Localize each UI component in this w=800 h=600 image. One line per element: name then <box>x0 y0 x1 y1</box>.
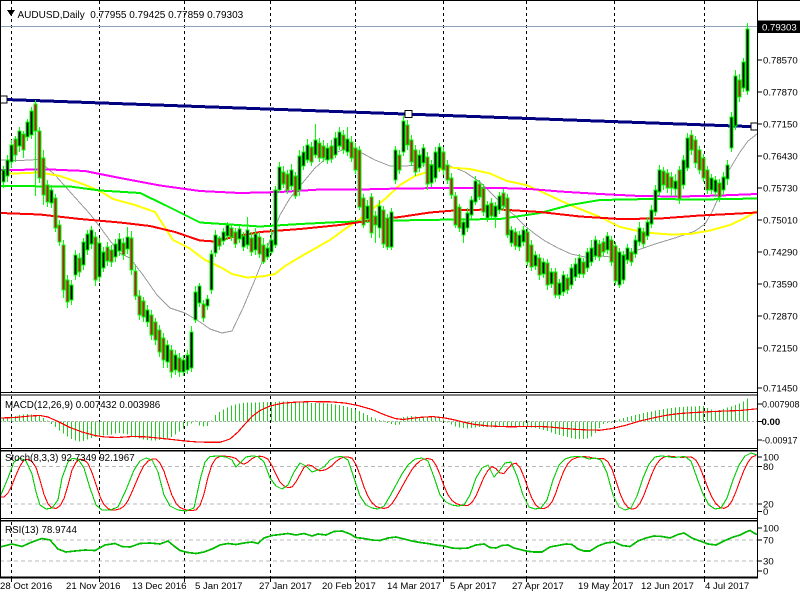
svg-text:28 Oct 2016: 28 Oct 2016 <box>0 581 52 592</box>
svg-text:0: 0 <box>763 507 768 518</box>
svg-text:21 Nov 2016: 21 Nov 2016 <box>66 581 120 592</box>
svg-text:4 Jul 2017: 4 Jul 2017 <box>705 581 749 592</box>
svg-text:80: 80 <box>763 462 774 473</box>
svg-text:0.77150: 0.77150 <box>763 120 798 131</box>
svg-text:MACD(12,26,9) 0.007432 0.00398: MACD(12,26,9) 0.007432 0.003986 <box>5 400 161 411</box>
svg-text:0.00: 0.00 <box>762 417 781 428</box>
svg-text:0.77870: 0.77870 <box>763 88 798 99</box>
svg-text:RSI(13) 78.9744: RSI(13) 78.9744 <box>5 525 77 536</box>
svg-text:0.73590: 0.73590 <box>763 280 798 291</box>
svg-text:0.72870: 0.72870 <box>763 312 798 323</box>
svg-text:5 Jan 2017: 5 Jan 2017 <box>195 581 242 592</box>
svg-text:-0.00917: -0.00917 <box>762 436 798 446</box>
svg-text:0.75010: 0.75010 <box>763 216 798 227</box>
svg-text:0.76430: 0.76430 <box>763 152 798 163</box>
svg-text:70: 70 <box>763 536 774 547</box>
svg-text:27 Apr 2017: 27 Apr 2017 <box>512 581 564 592</box>
svg-text:100: 100 <box>763 524 779 535</box>
svg-text:0.78570: 0.78570 <box>763 56 798 67</box>
svg-text:30: 30 <box>763 557 774 568</box>
svg-text:AUDUSD,Daily 0.77955 0.79425: AUDUSD,Daily 0.77955 0.79425 0.77859 0.7… <box>18 10 244 21</box>
svg-text:13 Dec 2016: 13 Dec 2016 <box>132 581 186 592</box>
svg-text:27 Jan 2017: 27 Jan 2017 <box>259 581 312 592</box>
svg-text:20 Feb 2017: 20 Feb 2017 <box>322 581 376 592</box>
svg-text:0.007908: 0.007908 <box>762 400 800 410</box>
svg-text:20: 20 <box>763 500 774 511</box>
svg-text:0.79303: 0.79303 <box>762 23 797 34</box>
svg-text:100: 100 <box>763 453 779 464</box>
svg-text:0.75730: 0.75730 <box>763 184 798 195</box>
svg-text:0.71450: 0.71450 <box>763 384 798 395</box>
svg-text:Stoch(8,3,3) 92.7349 92.1967: Stoch(8,3,3) 92.7349 92.1967 <box>5 453 135 464</box>
svg-text:14 Mar 2017: 14 Mar 2017 <box>387 581 441 592</box>
svg-text:5 Apr 2017: 5 Apr 2017 <box>450 581 496 592</box>
svg-text:0.74290: 0.74290 <box>763 248 798 259</box>
svg-text:0.72150: 0.72150 <box>763 344 798 355</box>
svg-text:12 Jun 2017: 12 Jun 2017 <box>641 581 694 592</box>
svg-text:19 May 2017: 19 May 2017 <box>578 581 633 592</box>
svg-text:0: 0 <box>763 567 768 578</box>
